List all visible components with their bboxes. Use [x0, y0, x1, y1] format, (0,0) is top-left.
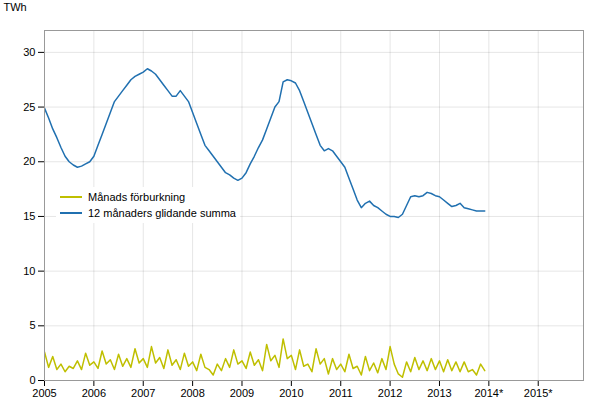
svg-text:2008: 2008 — [180, 387, 204, 399]
html-text:12 månaders glidande summa: 12 månaders glidande summa — [88, 207, 236, 219]
svg-text:5: 5 — [29, 319, 35, 331]
svg-text:25: 25 — [23, 101, 35, 113]
svg-text:30: 30 — [23, 46, 35, 58]
svg-text:15: 15 — [23, 210, 35, 222]
svg-text:2011: 2011 — [329, 387, 353, 399]
svg-text:2009: 2009 — [230, 387, 254, 399]
svg-text:20: 20 — [23, 155, 35, 167]
svg-text:2015*: 2015* — [524, 387, 553, 399]
svg-text:2010: 2010 — [279, 387, 303, 399]
svg-text:2014*: 2014* — [474, 387, 503, 399]
svg-text:2006: 2006 — [82, 387, 106, 399]
html-text:Månads förburkning: Månads förburkning — [88, 191, 186, 203]
svg-text:2005: 2005 — [32, 387, 56, 399]
svg-text:10: 10 — [23, 265, 35, 277]
svg-text:2007: 2007 — [131, 387, 155, 399]
svg-text:2012: 2012 — [378, 387, 402, 399]
svg-text:0: 0 — [29, 374, 35, 386]
svg-text:2013: 2013 — [427, 387, 451, 399]
svg-text:TWh: TWh — [4, 1, 27, 13]
